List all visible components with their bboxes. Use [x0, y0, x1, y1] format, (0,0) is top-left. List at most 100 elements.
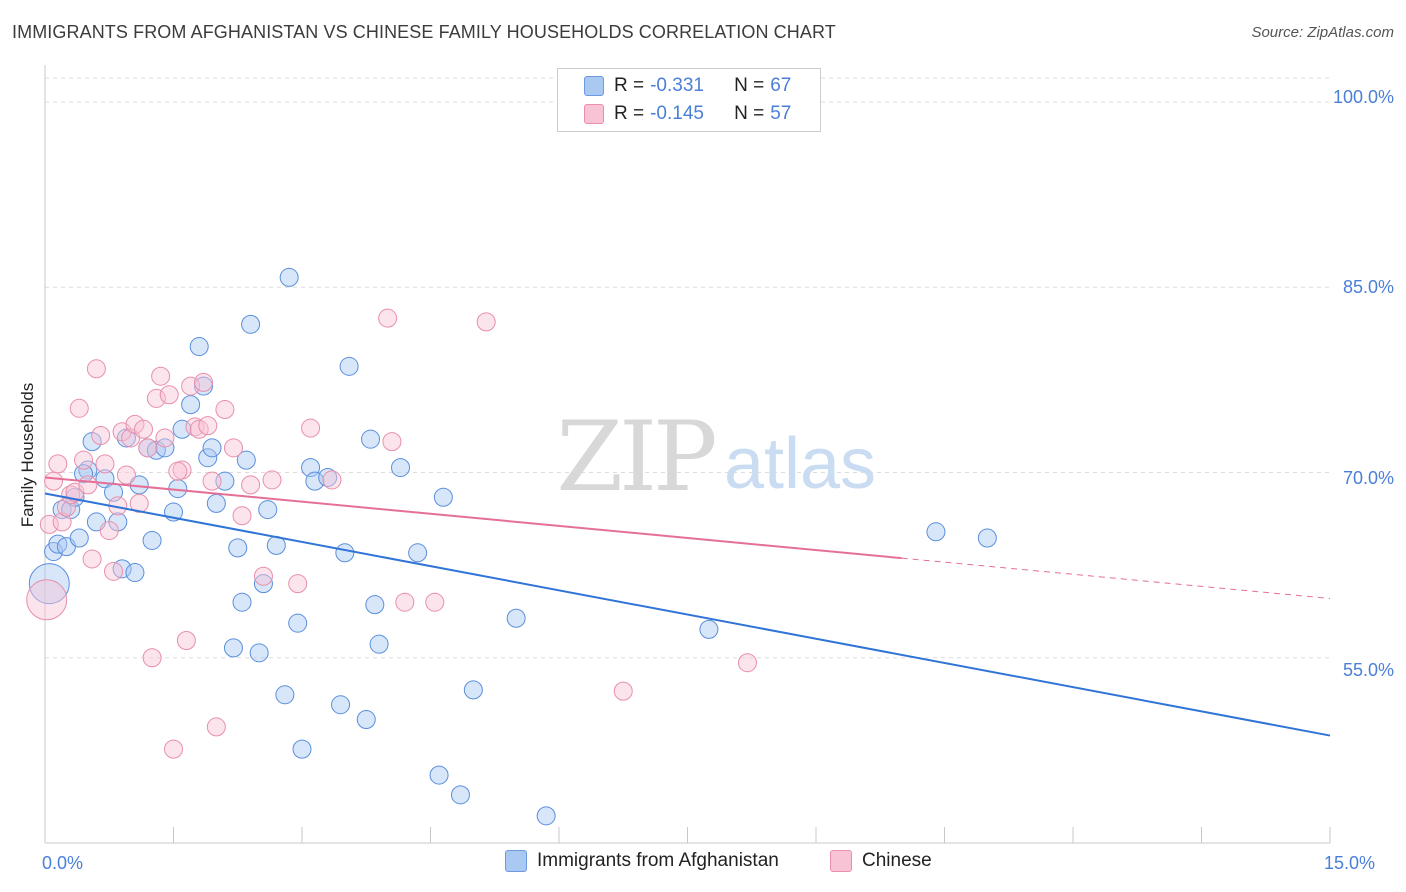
- scatter-point-chinese: [69, 398, 89, 418]
- scatter-point-chinese: [378, 308, 398, 328]
- stats-legend-row-chinese: R = -0.145 N = 57: [558, 99, 791, 129]
- scatter-point-chinese: [86, 359, 106, 379]
- scatter-point-afghanistan: [391, 458, 411, 478]
- scatter-point-chinese: [138, 438, 158, 458]
- scatter-point-chinese: [82, 549, 102, 569]
- legend-n-value: 57: [770, 103, 792, 124]
- series-legend-item-chinese[interactable]: Chinese: [830, 850, 932, 872]
- scatter-point-afghanistan: [155, 438, 175, 458]
- scatter-point-chinese: [159, 385, 179, 405]
- scatter-point-chinese: [232, 506, 252, 526]
- scatter-point-chinese: [425, 592, 445, 612]
- scatter-point-afghanistan: [429, 765, 449, 785]
- series-legend-label: Chinese: [862, 850, 932, 871]
- scatter-point-chinese: [116, 465, 136, 485]
- y-tick-label: 85.0%: [1342, 277, 1394, 297]
- scatter-point-chinese: [223, 438, 243, 458]
- scatter-point-afghanistan: [536, 806, 556, 826]
- scatter-point-afghanistan: [202, 438, 222, 458]
- scatter-point-afghanistan: [331, 695, 351, 715]
- scatter-point-afghanistan: [198, 448, 218, 468]
- scatter-point-afghanistan: [305, 471, 325, 491]
- legend-swatch-afghanistan: [584, 76, 604, 96]
- scatter-point-chinese: [322, 470, 342, 490]
- scatter-point-afghanistan: [433, 487, 453, 507]
- scatter-point-chinese: [168, 461, 188, 481]
- scatter-point-chinese: [202, 471, 222, 491]
- scatter-point-chinese: [215, 400, 235, 420]
- scatter-point-chinese: [241, 475, 261, 495]
- scatter-point-chinese: [129, 493, 149, 513]
- scatter-point-chinese: [193, 372, 213, 392]
- legend-r-label: R =: [614, 103, 645, 124]
- scatter-point-afghanistan: [365, 595, 385, 615]
- watermark-atlas: atlas: [724, 424, 876, 504]
- scatter-point-afghanistan: [236, 450, 256, 470]
- scatter-point-chinese: [104, 561, 124, 581]
- scatter-point-afghanistan: [288, 613, 308, 633]
- legend-r-value: -0.145: [650, 103, 704, 124]
- scatter-point-afghanistan: [463, 680, 483, 700]
- scatter-point-afghanistan: [292, 739, 312, 759]
- scatter-point-chinese: [74, 450, 94, 470]
- y-axis-title: Family Households: [18, 382, 37, 528]
- scatter-point-afghanistan: [369, 634, 389, 654]
- scatter-point-afghanistan: [335, 543, 355, 563]
- legend-swatch-chinese: [584, 104, 604, 124]
- scatter-point-chinese: [288, 574, 308, 594]
- stats-legend: R = -0.331 N = 67 R = -0.145 N = 57: [557, 68, 821, 132]
- legend-n-label: N =: [734, 103, 765, 124]
- scatter-point-afghanistan: [258, 500, 278, 520]
- scatter-point-chinese: [253, 566, 273, 586]
- scatter-point-afghanistan: [241, 314, 261, 334]
- scatter-point-chinese: [395, 592, 415, 612]
- scatter-point-afghanistan: [125, 563, 145, 583]
- y-tick-label: 55.0%: [1342, 660, 1394, 680]
- scatter-point-afghanistan: [228, 538, 248, 558]
- scatter-point-chinese: [476, 312, 496, 332]
- legend-swatch-afghanistan: [505, 850, 527, 872]
- scatter-point-afghanistan: [699, 619, 719, 639]
- scatter-point-chinese: [48, 454, 68, 474]
- scatter-point-afghanistan: [361, 429, 381, 449]
- scatter-point-chinese: [99, 521, 119, 541]
- scatter-point-afghanistan: [356, 710, 376, 730]
- scatter-point-afghanistan: [275, 685, 295, 705]
- scatter-point-afghanistan: [28, 563, 70, 605]
- legend-swatch-chinese: [830, 850, 852, 872]
- scatter-point-afghanistan: [69, 528, 89, 548]
- series-legend-label: Immigrants from Afghanistan: [537, 850, 779, 871]
- scatter-point-chinese: [181, 376, 201, 396]
- scatter-point-afghanistan: [339, 356, 359, 376]
- scatter-point-afghanistan: [74, 464, 94, 484]
- scatter-point-afghanistan: [253, 574, 273, 594]
- scatter-point-afghanistan: [206, 493, 226, 513]
- scatter-point-chinese: [52, 512, 72, 532]
- x-tick-label: 0.0%: [42, 853, 84, 873]
- chart-title: IMMIGRANTS FROM AFGHANISTAN VS CHINESE F…: [12, 22, 836, 42]
- scatter-point-chinese: [134, 419, 154, 439]
- y-tick-label: 100.0%: [1332, 87, 1394, 107]
- scatter-point-afghanistan: [450, 785, 470, 805]
- stats-legend-row-afghanistan: R = -0.331 N = 67: [558, 71, 791, 101]
- trend-line-chinese: [44, 476, 902, 560]
- series-legend-item-afghanistan[interactable]: Immigrants from Afghanistan: [505, 850, 779, 872]
- scatter-point-chinese: [206, 717, 226, 737]
- scatter-point-chinese: [262, 470, 282, 490]
- scatter-point-afghanistan: [223, 638, 243, 658]
- scatter-point-afghanistan: [279, 267, 299, 287]
- scatter-point-chinese: [95, 454, 115, 474]
- scatter-point-chinese: [737, 653, 757, 673]
- scatter-point-chinese: [91, 425, 111, 445]
- scatter-point-chinese: [44, 471, 64, 491]
- trend-line-afghanistan: [44, 492, 1331, 737]
- scatter-point-chinese: [301, 418, 321, 438]
- y-tick-label: 70.0%: [1342, 468, 1394, 488]
- series-legend: Immigrants from Afghanistan Chinese: [0, 850, 1406, 878]
- trend-line-chinese-extension: [901, 557, 1331, 599]
- scatter-point-afghanistan: [506, 608, 526, 628]
- scatter-point-afghanistan: [232, 592, 252, 612]
- scatter-point-chinese: [613, 681, 633, 701]
- scatter-point-chinese: [78, 475, 98, 495]
